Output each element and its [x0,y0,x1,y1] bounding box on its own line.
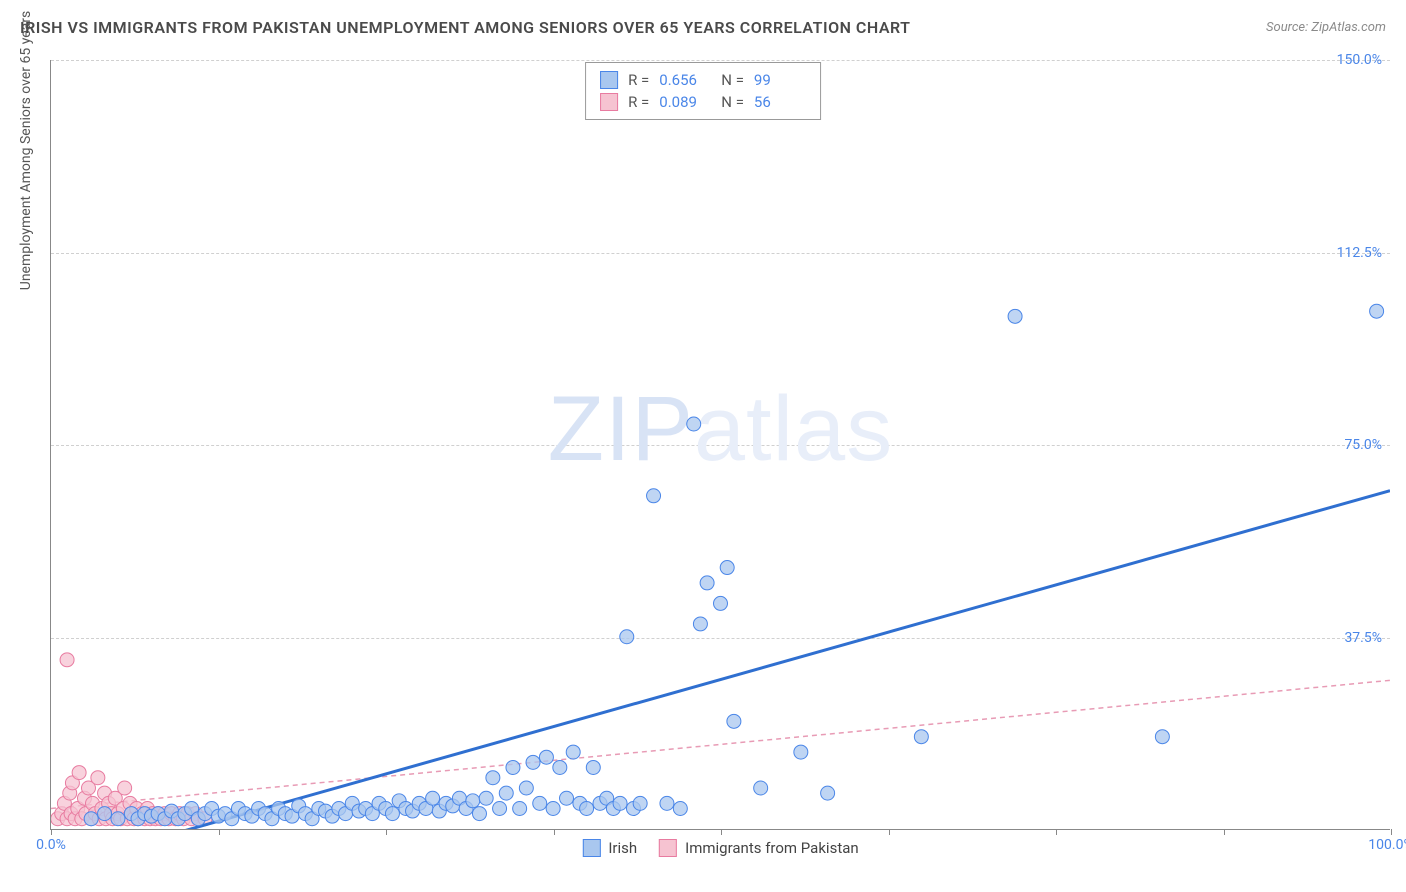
data-point [426,791,440,805]
x-tick [1056,829,1057,835]
data-point [526,755,540,769]
data-point [613,796,627,810]
data-point [472,807,486,821]
data-point [546,802,560,816]
data-point [647,489,661,503]
x-tick [1391,829,1392,835]
data-point [118,781,132,795]
data-point [580,802,594,816]
data-point [673,802,687,816]
data-point [519,781,533,795]
data-point [660,796,674,810]
chart-svg [51,60,1390,829]
data-point [821,786,835,800]
data-point [720,561,734,575]
data-point [385,807,399,821]
data-point [727,714,741,728]
data-point [72,766,86,780]
x-tick [1224,829,1225,835]
data-point [493,802,507,816]
data-point [499,786,513,800]
data-point [553,760,567,774]
x-tick-label: 100.0% [1368,837,1406,853]
data-point [693,617,707,631]
n-value-pakistan: 56 [754,93,806,111]
y-axis-label: Unemployment Among Seniors over 65 years [18,11,34,291]
n-label-2: N = [721,93,744,111]
data-point [1008,309,1022,323]
data-point [560,791,574,805]
legend-correlation: R = 0.656 N = 99 R = 0.089 N = 56 [585,62,821,120]
x-tick [554,829,555,835]
legend-swatch-irish [582,839,600,857]
data-point [486,771,500,785]
data-point [794,745,808,759]
x-tick [721,829,722,835]
n-value-irish: 99 [754,71,806,89]
data-point [714,596,728,610]
legend-item-irish: Irish [582,839,637,857]
data-point [687,417,701,431]
data-point [513,802,527,816]
x-tick [386,829,387,835]
r-value-irish: 0.656 [659,71,711,89]
legend-label-pakistan: Immigrants from Pakistan [685,839,859,857]
legend-row-irish: R = 0.656 N = 99 [600,69,806,91]
x-tick [51,829,52,835]
data-point [98,807,112,821]
data-point [586,760,600,774]
data-point [700,576,714,590]
x-tick [219,829,220,835]
data-point [620,630,634,644]
data-point [539,750,553,764]
data-point [111,812,125,826]
x-tick-label: 0.0% [36,837,66,853]
data-point [479,791,493,805]
x-tick [889,829,890,835]
data-point [914,730,928,744]
data-point [1155,730,1169,744]
data-point [506,760,520,774]
r-label: R = [628,71,649,89]
data-point [60,653,74,667]
legend-label-irish: Irish [608,839,637,857]
data-point [754,781,768,795]
chart-header: IRISH VS IMMIGRANTS FROM PAKISTAN UNEMPL… [20,18,1386,37]
data-point [91,771,105,785]
data-point [84,812,98,826]
trend-line-immigrants-from-pakistan [51,680,1390,808]
legend-swatch-pakistan [659,839,677,857]
trend-line-irish [118,491,1390,829]
chart-title: IRISH VS IMMIGRANTS FROM PAKISTAN UNEMPL… [20,18,911,37]
data-point [633,796,647,810]
r-value-pakistan: 0.089 [659,93,711,111]
legend-swatch-top-pakistan [600,93,618,111]
data-point [466,794,480,808]
source-attribution: Source: ZipAtlas.com [1266,20,1386,35]
data-point [1370,304,1384,318]
plot-area: ZIPatlas Irish Immigrants from Pakistan … [50,60,1390,830]
legend-bottom: Irish Immigrants from Pakistan [582,839,858,857]
legend-swatch-top-irish [600,71,618,89]
legend-item-pakistan: Immigrants from Pakistan [659,839,859,857]
legend-row-pakistan: R = 0.089 N = 56 [600,91,806,113]
r-label-2: R = [628,93,649,111]
data-point [566,745,580,759]
n-label: N = [721,71,744,89]
data-point [533,796,547,810]
